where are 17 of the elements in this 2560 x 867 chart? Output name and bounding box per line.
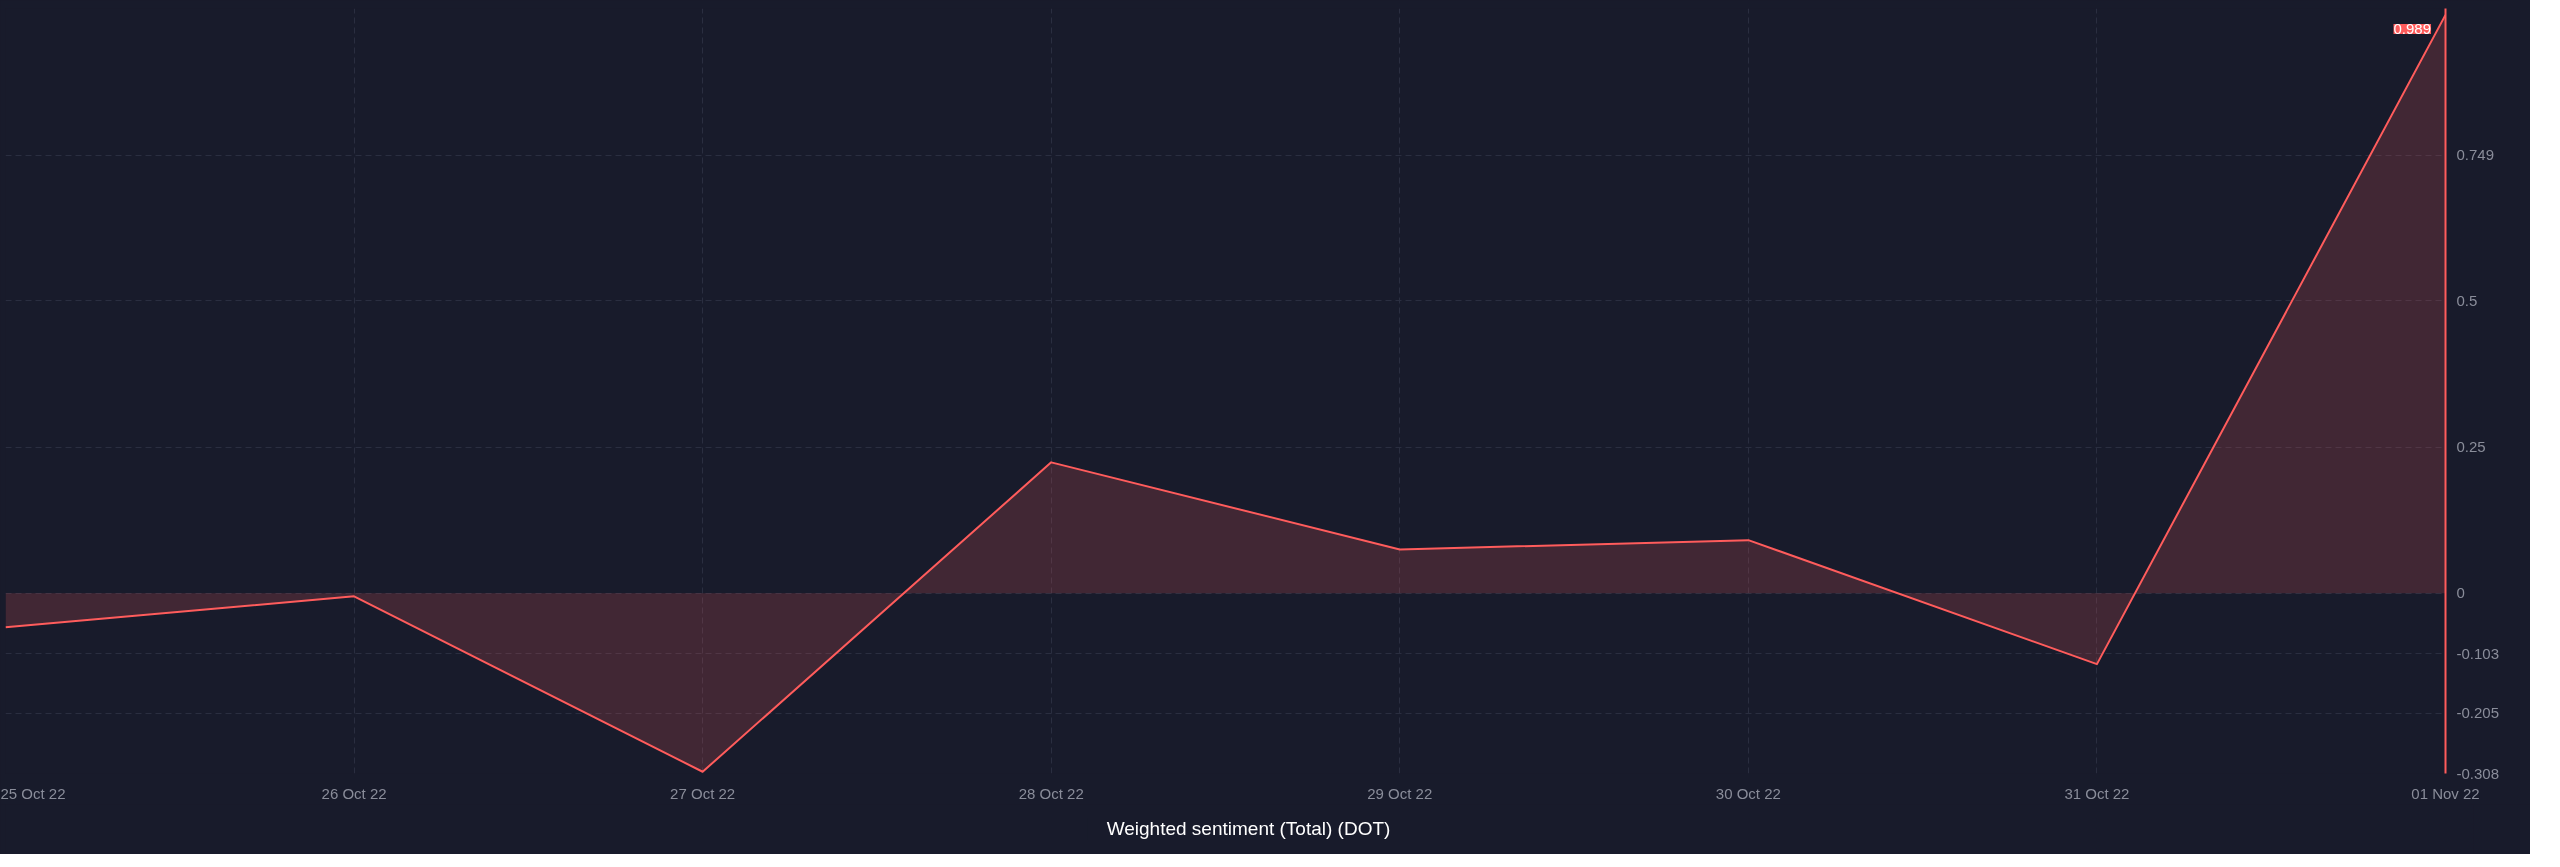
- y-tick-label: -0.103: [2456, 644, 2500, 662]
- y-tick-label: -0.308: [2456, 764, 2500, 782]
- text: Weighted sentiment (Total) (DOT): [1106, 818, 1391, 840]
- x-tick-label: 31 Oct 22: [2064, 784, 2130, 802]
- x-tick-label: 01 Nov 22: [2411, 784, 2480, 802]
- data-label: 0.989: [2393, 19, 2432, 37]
- x-tick-label: 26 Oct 22: [321, 784, 387, 802]
- x-tick-label: 27 Oct 22: [670, 784, 736, 802]
- y-tick-label: 0: [2456, 584, 2465, 602]
- x-tick-label: 29 Oct 22: [1367, 784, 1433, 802]
- x-tick-label: 28 Oct 22: [1018, 784, 1084, 802]
- y-tick-label: -0.205: [2456, 704, 2500, 722]
- y-tick-label: 0.749: [2456, 146, 2495, 164]
- y-tick-label: 0.25: [2456, 438, 2486, 456]
- x-tick-label: 30 Oct 22: [1715, 784, 1781, 802]
- x-tick-label: 25 Oct 22: [0, 784, 66, 802]
- y-tick-label: 0.5: [2456, 291, 2478, 309]
